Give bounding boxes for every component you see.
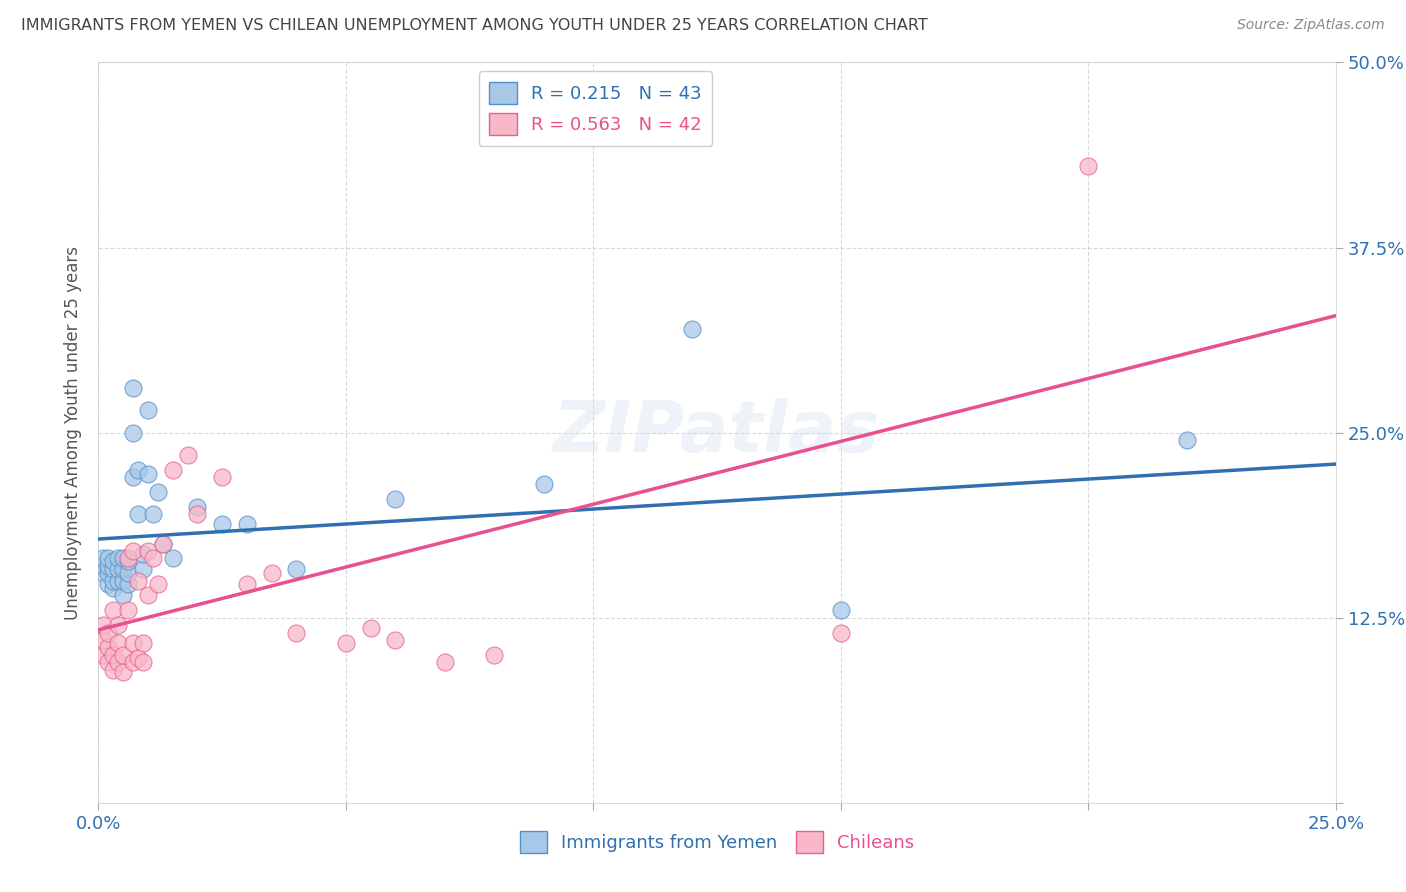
Point [97, 655, 120, 669]
Text: IMMIGRANTS FROM YEMEN VS CHILEAN UNEMPLOYMENT AMONG YOUTH UNDER 25 YEARS CORRELA: IMMIGRANTS FROM YEMEN VS CHILEAN UNEMPLO… [21, 18, 928, 33]
Point [93, 551, 115, 566]
Point [142, 551, 165, 566]
Point [1175, 433, 1198, 447]
Point [103, 554, 125, 568]
Point [384, 492, 406, 507]
Point [152, 536, 174, 550]
Point [132, 547, 155, 561]
Point [93, 558, 115, 573]
Point [103, 648, 125, 662]
Point [107, 618, 129, 632]
Point [127, 650, 149, 665]
Point [122, 636, 145, 650]
Point [285, 562, 308, 576]
Point [136, 544, 159, 558]
Point [112, 551, 135, 566]
Point [103, 581, 125, 595]
Point [176, 448, 198, 462]
Y-axis label: Unemployment Among Youth under 25 years: Unemployment Among Youth under 25 years [65, 245, 83, 620]
Point [112, 648, 135, 662]
Point [107, 551, 129, 566]
Point [93, 632, 115, 647]
Point [97, 558, 120, 573]
Point [830, 625, 852, 640]
Point [107, 655, 129, 669]
Point [117, 603, 139, 617]
Text: Source: ZipAtlas.com: Source: ZipAtlas.com [1237, 18, 1385, 32]
Point [117, 551, 139, 566]
Point [186, 500, 208, 514]
Point [127, 574, 149, 588]
Point [211, 517, 233, 532]
Point [107, 574, 129, 588]
Point [236, 517, 259, 532]
Point [260, 566, 283, 581]
Point [122, 544, 145, 558]
Point [132, 636, 155, 650]
Point [285, 625, 308, 640]
Point [103, 603, 125, 617]
Point [117, 554, 139, 568]
Point [93, 566, 115, 581]
Point [142, 507, 165, 521]
Point [97, 640, 120, 655]
Point [152, 536, 174, 550]
Point [127, 462, 149, 476]
Point [681, 322, 703, 336]
Point [127, 507, 149, 521]
Point [384, 632, 406, 647]
Point [97, 625, 120, 640]
Point [122, 655, 145, 669]
Point [107, 562, 129, 576]
Point [162, 462, 184, 476]
Point [97, 576, 120, 591]
Point [236, 576, 259, 591]
Point [112, 665, 135, 680]
Point [122, 381, 145, 395]
Point [103, 562, 125, 576]
Point [1077, 159, 1099, 173]
Point [484, 648, 506, 662]
Point [132, 655, 155, 669]
Point [122, 470, 145, 484]
Point [107, 636, 129, 650]
Point [830, 603, 852, 617]
Point [146, 484, 169, 499]
Legend: Immigrants from Yemen, Chileans: Immigrants from Yemen, Chileans [513, 824, 921, 861]
Point [136, 589, 159, 603]
Point [433, 655, 456, 669]
Point [112, 562, 135, 576]
Point [93, 648, 115, 662]
Text: ZIPatlas: ZIPatlas [554, 398, 880, 467]
Point [112, 574, 135, 588]
Point [360, 621, 382, 635]
Point [117, 566, 139, 581]
Point [103, 663, 125, 677]
Point [186, 507, 208, 521]
Point [335, 636, 357, 650]
Point [117, 576, 139, 591]
Point [103, 574, 125, 588]
Point [132, 562, 155, 576]
Point [211, 470, 233, 484]
Point [533, 477, 555, 491]
Point [122, 425, 145, 440]
Point [136, 467, 159, 481]
Point [112, 589, 135, 603]
Point [136, 403, 159, 417]
Point [146, 576, 169, 591]
Point [93, 618, 115, 632]
Point [162, 551, 184, 566]
Point [97, 551, 120, 566]
Point [97, 566, 120, 581]
